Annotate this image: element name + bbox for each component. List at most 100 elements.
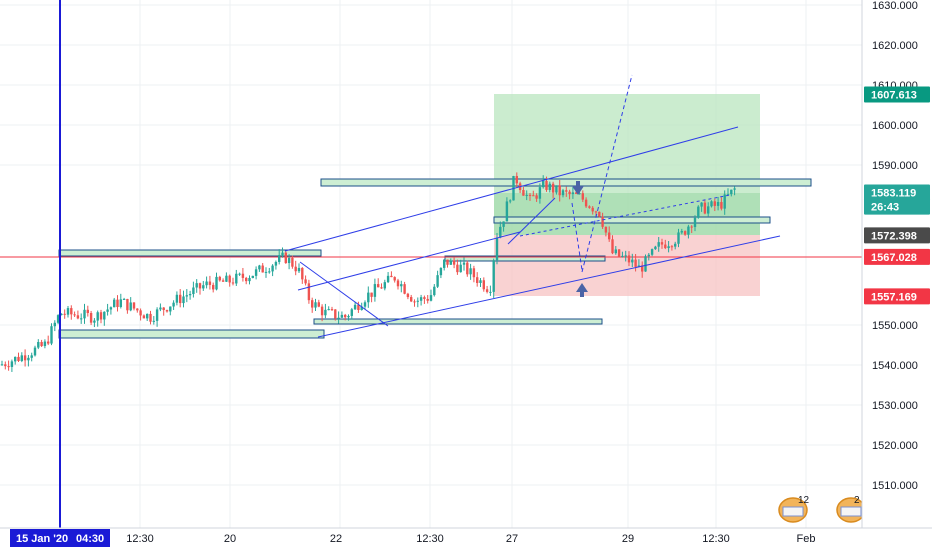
candle-body xyxy=(726,194,730,196)
trend-drawings xyxy=(284,74,781,338)
candle-body xyxy=(581,193,584,200)
time-tick-label: 29 xyxy=(622,533,634,545)
candle-body xyxy=(261,265,264,273)
candle-body xyxy=(617,249,621,257)
candle-body xyxy=(703,202,707,214)
candle-body xyxy=(436,275,439,287)
event-icon-1[interactable]: 12 xyxy=(778,495,810,523)
candle-body xyxy=(304,279,307,284)
price-tick-label: 1620.000 xyxy=(872,40,918,52)
candle-body xyxy=(119,299,122,308)
candle-body xyxy=(169,306,172,312)
candle-body xyxy=(624,255,627,257)
time-axis-bg[interactable] xyxy=(0,528,932,550)
event-icon-2[interactable]: 2 xyxy=(836,495,866,523)
price-tick-label: 1510.000 xyxy=(872,480,918,492)
candle-body xyxy=(274,261,278,266)
price-label-badge xyxy=(864,227,930,244)
candle-body xyxy=(479,280,482,283)
candle-body xyxy=(215,276,218,290)
candle-body xyxy=(604,226,608,233)
price-label-badge xyxy=(864,198,930,215)
candle-body xyxy=(495,237,499,261)
candle-body xyxy=(264,271,268,273)
candle-body xyxy=(192,287,195,295)
candle-body xyxy=(136,308,139,311)
candle-body xyxy=(551,183,555,193)
candle-body xyxy=(413,301,416,303)
price-tick-label: 1530.000 xyxy=(872,400,918,412)
candle-body xyxy=(489,291,492,293)
candle-body xyxy=(515,176,518,184)
channel-inner-line xyxy=(297,231,521,291)
candle-body xyxy=(149,313,152,322)
candle-body xyxy=(165,310,169,312)
candle-body xyxy=(393,277,396,281)
candle-body xyxy=(525,194,528,196)
candle-body xyxy=(687,226,690,235)
price-label-badge xyxy=(864,86,930,103)
candle-body xyxy=(14,356,17,362)
candle-body xyxy=(720,202,723,209)
candle-body xyxy=(0,364,4,366)
candle-body xyxy=(301,267,304,280)
candle-body xyxy=(466,262,469,275)
arrow-down-icon xyxy=(572,181,584,195)
candle-body xyxy=(248,277,251,282)
candle-body xyxy=(522,190,525,196)
candle-body xyxy=(565,190,568,192)
candle-body xyxy=(386,275,390,283)
candle-body xyxy=(241,273,245,278)
candle-body xyxy=(357,304,360,310)
resistance-zone-top xyxy=(320,178,812,187)
candle-body xyxy=(674,243,677,247)
price-labels: 1607.613 1583.119 26:43 1572.398 1567.028 155… xyxy=(864,86,930,305)
price-tick-label: 1600.000 xyxy=(872,120,918,132)
candle-body xyxy=(179,294,182,304)
candle-body xyxy=(426,298,429,301)
profit-zone-inner xyxy=(494,193,760,235)
position-boxes xyxy=(494,94,760,296)
candle-body xyxy=(406,293,410,298)
candle-body xyxy=(528,194,532,196)
candle-body xyxy=(235,273,238,284)
time-tick-label: Feb xyxy=(797,533,816,545)
price-label-text: 26:43 xyxy=(871,202,899,214)
candle-body xyxy=(40,342,43,347)
candle-body xyxy=(462,262,466,265)
candle-body xyxy=(456,264,459,273)
candle-body xyxy=(670,246,674,248)
candle-body xyxy=(644,256,647,272)
candle-body xyxy=(535,195,538,199)
candle-body xyxy=(377,284,380,288)
candle-body xyxy=(76,315,80,319)
candle-body xyxy=(155,309,159,321)
profit-zone xyxy=(494,94,760,235)
candle-body xyxy=(469,268,472,275)
candle-body xyxy=(43,341,47,347)
candle-body xyxy=(683,231,687,235)
candle-body xyxy=(555,185,558,193)
candle-body xyxy=(700,202,703,207)
price-label-text: 1607.613 xyxy=(871,90,917,102)
time-tick-label: 22 xyxy=(330,533,342,545)
candle-body xyxy=(611,239,614,254)
candle-body xyxy=(23,355,27,361)
candle-body xyxy=(660,242,664,245)
candle-body xyxy=(350,309,353,316)
candle-body xyxy=(4,364,7,367)
candle-body xyxy=(641,265,644,272)
candle-body xyxy=(337,317,340,319)
candle-body xyxy=(443,259,446,268)
candle-body xyxy=(429,295,433,301)
candle-body xyxy=(182,296,185,304)
candle-body xyxy=(212,284,215,290)
candle-body xyxy=(558,185,561,196)
candle-body xyxy=(27,357,30,361)
candle-body xyxy=(185,295,188,297)
candle-body xyxy=(568,191,571,195)
candle-body xyxy=(188,294,192,296)
price-label-text: 1557.169 xyxy=(871,291,917,303)
zone-left-lower xyxy=(58,329,325,339)
